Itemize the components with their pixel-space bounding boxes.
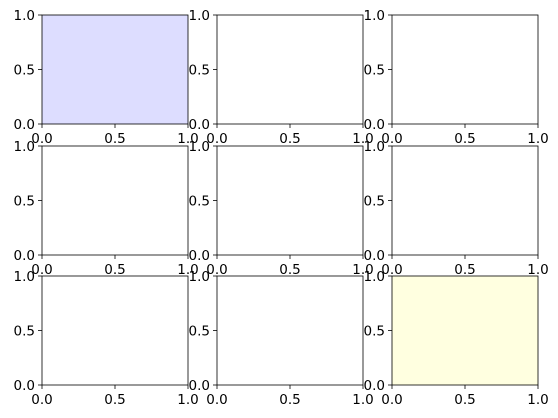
axes-background <box>392 276 538 385</box>
subplot-2-2: 0.0 0.5 1.0 0.0 0.5 1.0 <box>189 139 374 278</box>
axes-spines <box>391 275 539 386</box>
axes-spines <box>41 275 189 386</box>
x-tick-label: 0.5 <box>104 262 125 278</box>
subplot-3-3: 0.0 0.5 1.0 0.0 0.5 1.0 <box>364 269 549 408</box>
axes-background <box>217 15 363 124</box>
x-tick-label: 0.5 <box>104 392 125 408</box>
y-tick-label: 0.0 <box>14 248 35 264</box>
x-tick-label: 0.0 <box>206 262 227 278</box>
axes-background <box>42 146 188 255</box>
x-tick-label: 0.0 <box>31 392 52 408</box>
x-tick-label: 0.5 <box>454 131 475 147</box>
x-tick-label: 0.0 <box>31 262 52 278</box>
x-tick-label: 1.0 <box>352 392 373 408</box>
x-tick-label: 1.0 <box>527 392 548 408</box>
axes-background <box>217 276 363 385</box>
x-tick-label: 1.0 <box>177 392 198 408</box>
y-tick-label: 1.0 <box>189 8 210 24</box>
y-tick-label: 0.0 <box>189 117 210 133</box>
axes-background <box>42 15 188 124</box>
x-tick-label: 1.0 <box>352 262 373 278</box>
subplot-2-1: 0.0 0.5 1.0 0.0 0.5 1.0 <box>14 139 199 278</box>
x-tick-label: 0.0 <box>381 392 402 408</box>
x-tick-label: 1.0 <box>177 262 198 278</box>
y-tick-label: 0.5 <box>14 194 35 210</box>
x-tick-label: 0.0 <box>206 392 227 408</box>
axes-spines <box>216 14 364 125</box>
axes-spines <box>391 14 539 125</box>
subplot-2-3: 0.0 0.5 1.0 0.0 0.5 1.0 <box>364 139 549 278</box>
y-tick-label: 0.5 <box>189 324 210 340</box>
axes-spines <box>216 275 364 386</box>
x-tick-label: 0.5 <box>454 392 475 408</box>
y-tick-label: 1.0 <box>14 8 35 24</box>
y-tick-label: 0.0 <box>364 248 385 264</box>
subplot-1-3: 0.0 0.5 1.0 0.0 0.5 1.0 <box>364 8 549 147</box>
y-tick-label: 1.0 <box>189 139 210 155</box>
y-tick-label: 0.0 <box>189 378 210 394</box>
y-tick-label: 1.0 <box>364 269 385 285</box>
y-tick-label: 1.0 <box>364 139 385 155</box>
subplot-1-1: 0.0 0.5 1.0 0.0 0.5 1.0 <box>14 8 199 147</box>
x-tick-label: 1.0 <box>527 131 548 147</box>
axes-background <box>392 15 538 124</box>
x-tick-label: 1.0 <box>177 131 198 147</box>
x-tick-label: 0.5 <box>279 262 300 278</box>
y-tick-label: 0.5 <box>364 194 385 210</box>
x-tick-label: 0.5 <box>454 262 475 278</box>
x-tick-label: 0.0 <box>381 131 402 147</box>
y-tick-label: 0.0 <box>364 378 385 394</box>
x-tick-label: 0.0 <box>31 131 52 147</box>
y-tick-label: 1.0 <box>14 269 35 285</box>
subplot-3-2: 0.0 0.5 1.0 0.0 0.5 1.0 <box>189 269 374 408</box>
subplot-1-2: 0.0 0.5 1.0 0.0 0.5 1.0 <box>189 8 374 147</box>
y-tick-label: 0.0 <box>189 248 210 264</box>
x-tick-label: 1.0 <box>527 262 548 278</box>
axes-spines <box>41 14 189 125</box>
x-tick-label: 0.5 <box>279 392 300 408</box>
axes-background <box>217 146 363 255</box>
y-tick-label: 1.0 <box>189 269 210 285</box>
axes-spines <box>41 145 189 256</box>
y-tick-label: 0.0 <box>14 378 35 394</box>
axes-background <box>42 276 188 385</box>
y-tick-label: 0.5 <box>364 63 385 79</box>
y-tick-label: 0.0 <box>364 117 385 133</box>
y-tick-label: 0.5 <box>14 324 35 340</box>
x-tick-label: 0.5 <box>104 131 125 147</box>
axes-background <box>392 146 538 255</box>
y-tick-label: 0.0 <box>14 117 35 133</box>
subplot-3-1: 0.0 0.5 1.0 0.0 0.5 1.0 <box>14 269 199 408</box>
y-tick-label: 0.5 <box>189 63 210 79</box>
axes-spines <box>391 145 539 256</box>
x-tick-label: 0.0 <box>206 131 227 147</box>
x-tick-label: 0.0 <box>381 262 402 278</box>
y-tick-label: 1.0 <box>14 139 35 155</box>
y-tick-label: 1.0 <box>364 8 385 24</box>
axes-spines <box>216 145 364 256</box>
x-tick-label: 0.5 <box>279 131 300 147</box>
y-tick-label: 0.5 <box>364 324 385 340</box>
y-tick-label: 0.5 <box>14 63 35 79</box>
y-tick-label: 0.5 <box>189 194 210 210</box>
x-tick-label: 1.0 <box>352 131 373 147</box>
